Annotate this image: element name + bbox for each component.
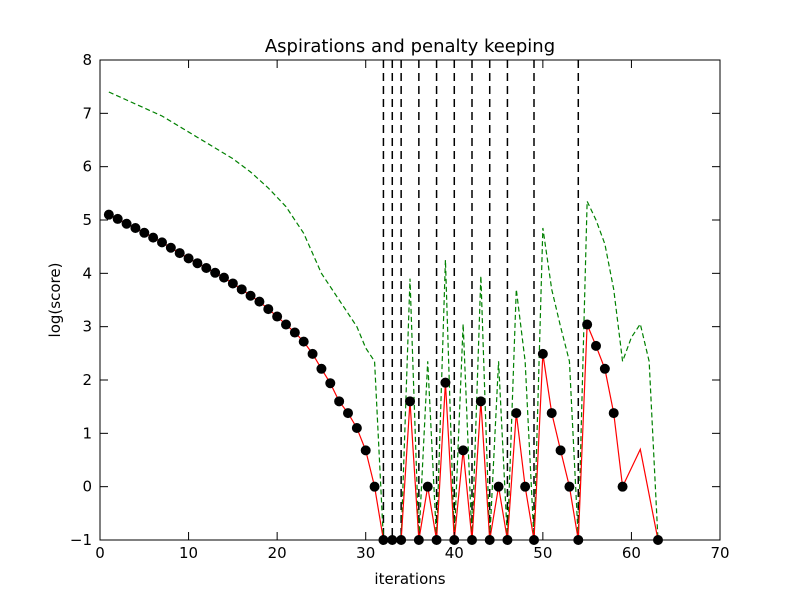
x-tick-label: 30 bbox=[356, 544, 375, 562]
x-tick-label: 40 bbox=[445, 544, 464, 562]
plot-frame bbox=[99, 59, 721, 541]
data-point bbox=[599, 363, 610, 374]
y-axis-label: log(score) bbox=[46, 263, 64, 338]
data-point bbox=[157, 237, 167, 248]
data-point bbox=[520, 481, 531, 492]
x-tick-label: 10 bbox=[179, 544, 198, 562]
data-point bbox=[272, 311, 283, 322]
data-point bbox=[227, 278, 238, 289]
data-point bbox=[591, 340, 601, 351]
data-point bbox=[422, 481, 433, 492]
data-point bbox=[608, 408, 619, 419]
data-point bbox=[245, 290, 256, 301]
data-point bbox=[192, 258, 203, 269]
data-point bbox=[564, 481, 575, 492]
data-point bbox=[210, 267, 221, 278]
data-point bbox=[281, 319, 291, 330]
x-tick-label: 20 bbox=[268, 544, 287, 562]
data-point bbox=[174, 248, 185, 259]
data-point bbox=[121, 218, 132, 229]
green-dashed-line bbox=[108, 91, 659, 541]
data-point bbox=[493, 481, 504, 492]
x-tick-label: 60 bbox=[622, 544, 641, 562]
data-point bbox=[582, 319, 593, 330]
x-tick-label: 0 bbox=[95, 544, 105, 562]
data-point bbox=[165, 242, 176, 253]
data-point bbox=[254, 296, 265, 307]
y-tick-label: −1 bbox=[70, 531, 92, 549]
data-point bbox=[555, 445, 566, 456]
data-point bbox=[112, 213, 123, 224]
data-point bbox=[201, 263, 212, 273]
plot-area bbox=[100, 60, 720, 540]
data-point bbox=[263, 304, 274, 315]
data-point bbox=[617, 481, 628, 492]
data-point bbox=[139, 227, 150, 238]
y-tick-label: 7 bbox=[82, 104, 92, 122]
vertical-dashed-lines bbox=[382, 60, 580, 540]
y-axis-ticks: −1 0 1 2 3 4 5 6 7 8 bbox=[70, 51, 720, 549]
data-point bbox=[183, 253, 194, 264]
x-axis-label: iterations bbox=[374, 570, 445, 588]
data-point bbox=[316, 363, 327, 374]
data-point bbox=[405, 396, 415, 407]
data-point bbox=[325, 378, 336, 389]
x-axis-ticks: 0 10 20 30 40 50 60 70 bbox=[95, 60, 730, 562]
data-point bbox=[103, 209, 114, 220]
data-point bbox=[537, 348, 548, 359]
y-tick-label: 2 bbox=[82, 371, 92, 389]
data-point bbox=[289, 327, 300, 338]
chart-title: Aspirations and penalty keeping bbox=[265, 36, 555, 57]
y-tick-label: 0 bbox=[82, 478, 92, 496]
y-tick-label: 6 bbox=[82, 158, 92, 176]
data-point bbox=[219, 272, 229, 283]
data-point bbox=[236, 284, 247, 295]
data-point bbox=[130, 223, 141, 233]
data-point bbox=[440, 377, 451, 388]
data-point bbox=[351, 423, 362, 433]
y-tick-label: 1 bbox=[82, 424, 92, 442]
data-point bbox=[475, 396, 486, 407]
y-tick-label: 8 bbox=[82, 51, 92, 69]
data-point bbox=[148, 232, 159, 243]
x-tick-label: 70 bbox=[710, 544, 729, 562]
series-dashed-green bbox=[108, 91, 659, 541]
data-point bbox=[546, 408, 557, 419]
y-tick-label: 5 bbox=[82, 211, 92, 229]
y-tick-label: 3 bbox=[82, 318, 92, 336]
data-point bbox=[298, 336, 309, 347]
data-point bbox=[458, 445, 469, 456]
y-tick-label: 4 bbox=[82, 264, 92, 282]
data-point bbox=[307, 348, 318, 359]
data-point bbox=[511, 408, 522, 419]
x-tick-label: 50 bbox=[533, 544, 552, 562]
data-point bbox=[360, 445, 371, 456]
data-point bbox=[334, 396, 345, 407]
data-point bbox=[343, 408, 353, 419]
data-point bbox=[369, 481, 380, 492]
